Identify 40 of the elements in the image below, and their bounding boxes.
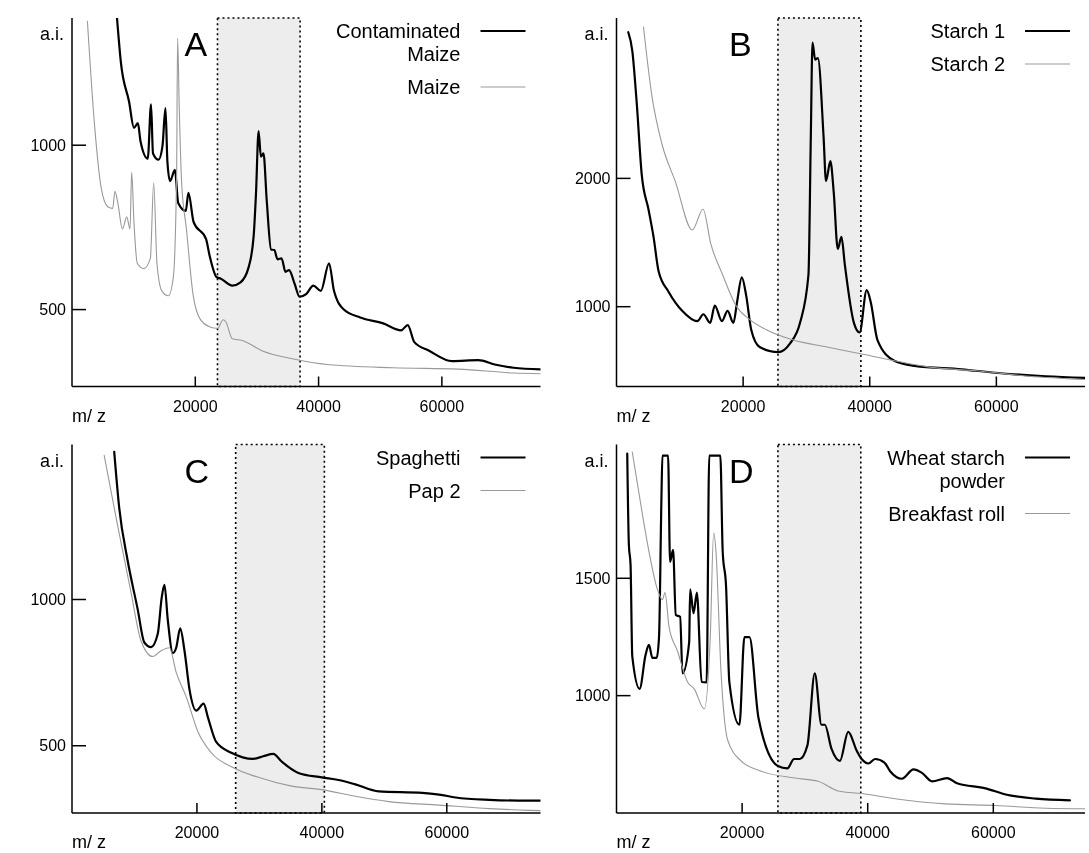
x-tick-label: 20000 <box>174 824 220 841</box>
x-tick-label: 20000 <box>719 824 765 841</box>
x-tick-label: 20000 <box>720 397 766 415</box>
x-axis-title: m/ z <box>72 832 106 852</box>
chart-title: B <box>728 25 752 63</box>
y-axis-title: a.i. <box>39 450 64 471</box>
x-axis-title: m/ z <box>72 405 106 426</box>
y-tick-label: 1000 <box>30 591 67 609</box>
chart-title: C <box>184 451 209 490</box>
x-tick-label: 40000 <box>845 824 891 841</box>
legend-label: Starch 1 <box>930 20 1005 42</box>
y-axis-title: a.i. <box>584 450 609 471</box>
x-tick-label: 40000 <box>847 397 893 415</box>
y-axis-title: a.i. <box>584 24 609 44</box>
y-tick-label: 1000 <box>574 298 611 316</box>
y-tick-label: 1000 <box>574 687 611 705</box>
legend-label: Maize <box>407 76 461 98</box>
x-axis-title: m/ z <box>616 405 651 426</box>
y-tick-label: 500 <box>39 301 67 319</box>
y-tick-label: 2000 <box>574 169 611 187</box>
legend-label: Pap 2 <box>408 479 461 502</box>
legend-label: Starch 2 <box>930 53 1005 75</box>
y-tick-label: 1000 <box>30 136 67 154</box>
x-tick-label: 60000 <box>974 397 1019 415</box>
x-tick-label: 60000 <box>971 824 1016 841</box>
y-tick-label: 1500 <box>574 569 611 587</box>
x-tick-label: 60000 <box>419 397 465 415</box>
legend-label: Spaghetti <box>375 446 461 469</box>
chart-title: A <box>184 25 208 63</box>
legend-label: Breakfast roll <box>888 502 1005 525</box>
x-axis-title: m/ z <box>616 832 651 852</box>
legend-label: Wheat starch powder <box>887 446 1006 492</box>
y-axis-title: a.i. <box>39 24 64 44</box>
x-tick-label: 60000 <box>424 824 470 841</box>
y-tick-label: 500 <box>39 737 67 755</box>
x-tick-label: 40000 <box>299 824 345 841</box>
chart-title: D <box>728 451 754 490</box>
legend-label: Contaminated Maize <box>335 20 461 65</box>
x-tick-label: 40000 <box>296 397 341 415</box>
x-tick-label: 20000 <box>173 397 218 415</box>
